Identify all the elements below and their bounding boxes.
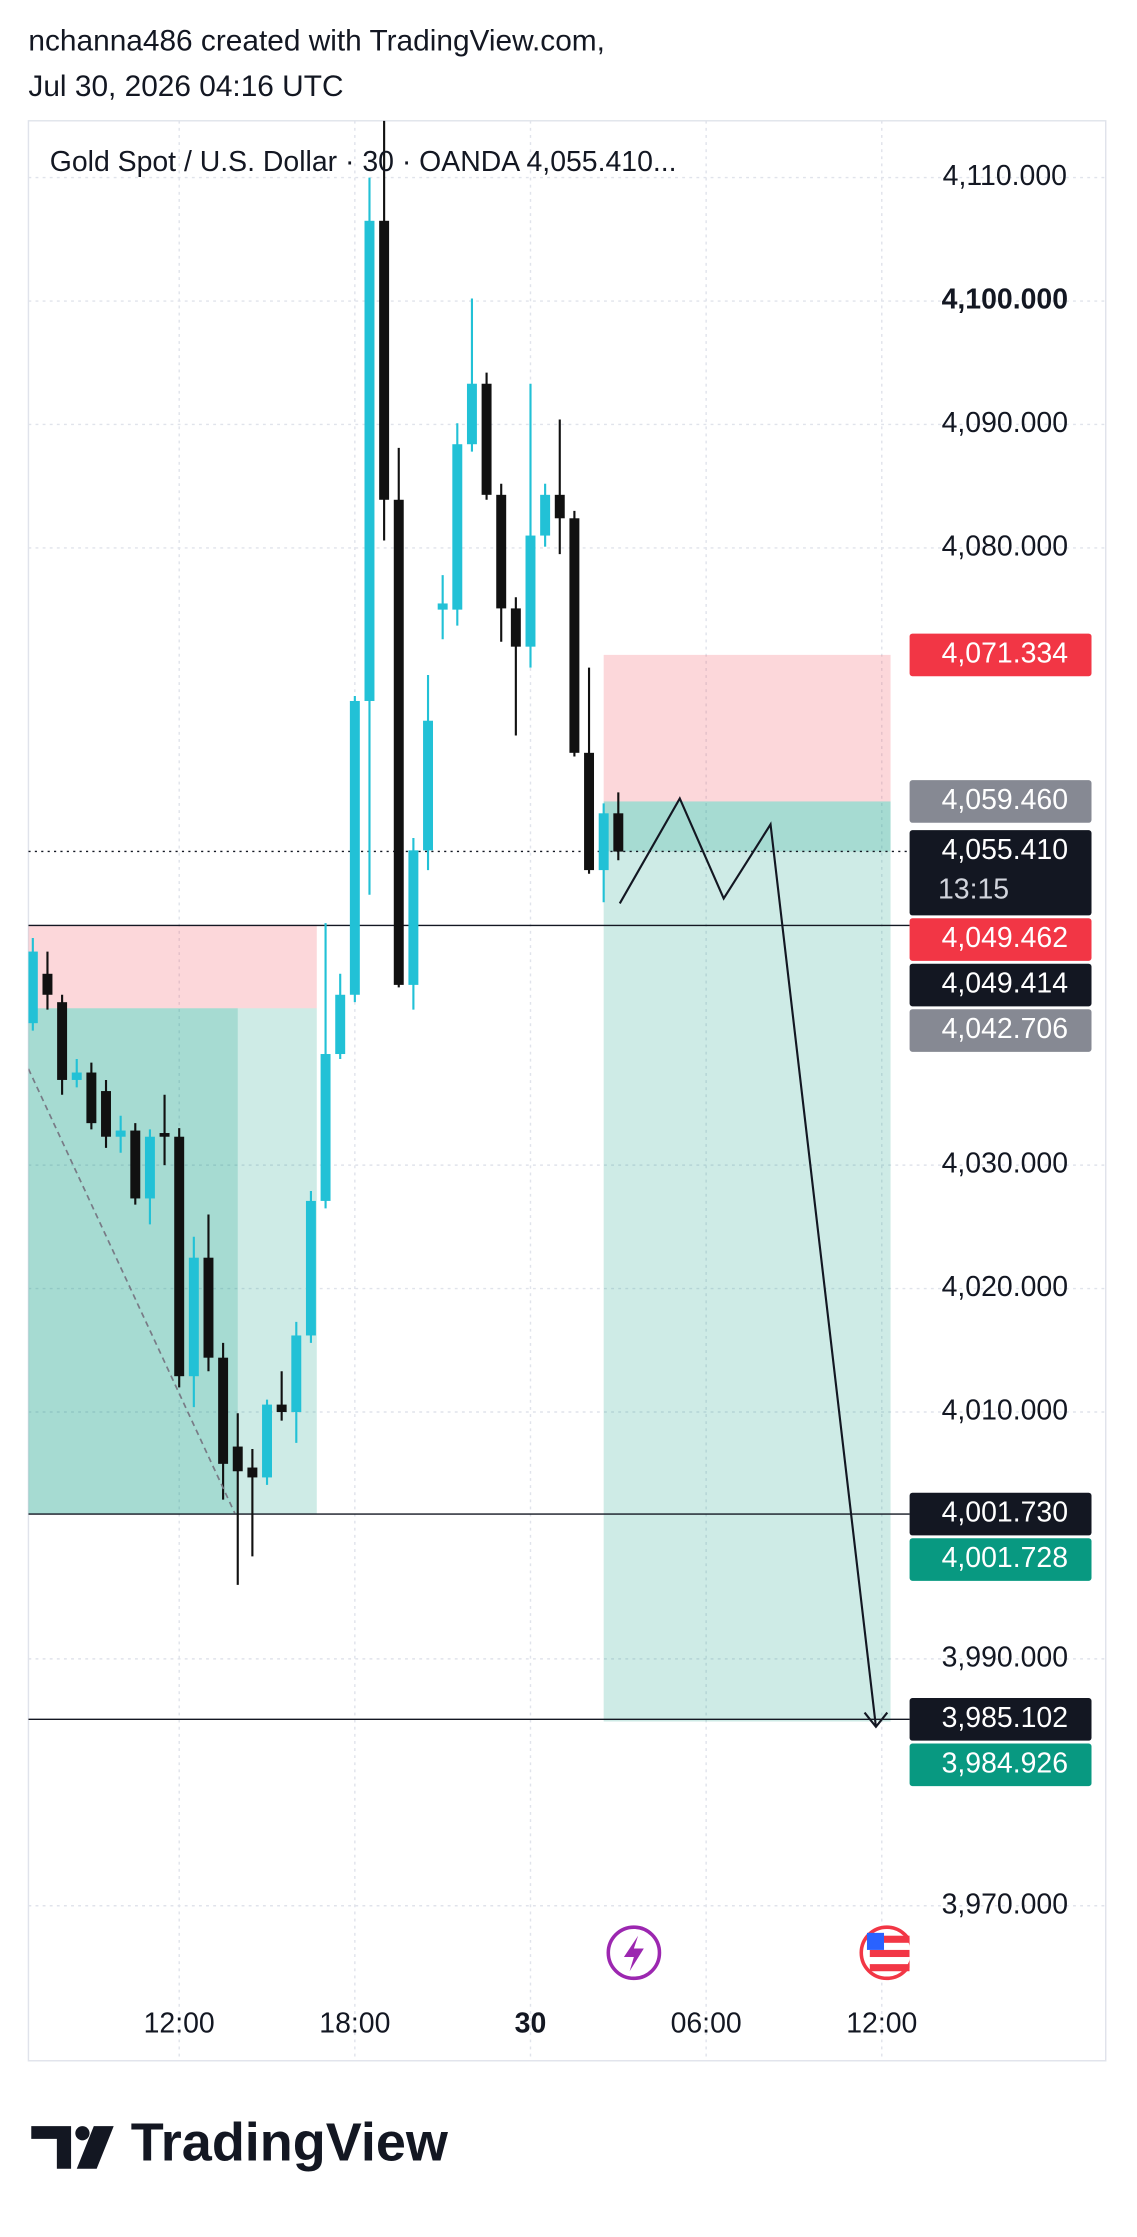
candle-body xyxy=(349,700,360,995)
y-tick-label: 4,110.000 xyxy=(943,160,1067,192)
arrow-head xyxy=(863,1711,889,1729)
event-icon[interactable] xyxy=(606,1925,662,1981)
dashed-line xyxy=(28,1068,236,1514)
candle-body xyxy=(71,1072,82,1080)
y-tick-label: 4,020.000 xyxy=(942,1271,1068,1303)
candle-body xyxy=(218,1357,229,1464)
price-label-box xyxy=(909,1698,1092,1741)
price-label-box xyxy=(909,1492,1092,1536)
price-label: 3,984.926 xyxy=(942,1747,1068,1779)
x-tick-label: 12:00 xyxy=(144,2008,215,2040)
y-tick-label: 4,030.000 xyxy=(942,1148,1068,1180)
y-tick-label: 4,080.000 xyxy=(942,530,1068,562)
price-label-box xyxy=(909,830,1092,916)
candle-body xyxy=(408,850,419,985)
candle-body xyxy=(496,494,507,609)
candle-body xyxy=(320,1054,331,1201)
candle-body xyxy=(305,1200,316,1336)
candle-body xyxy=(569,518,580,753)
header-line: nchanna486 created with TradingView.com, xyxy=(28,25,605,58)
candle-body xyxy=(584,752,595,871)
y-tick-label: 4,090.000 xyxy=(942,407,1068,439)
logo-text: TradingView xyxy=(131,2112,449,2172)
candle-body xyxy=(466,383,477,445)
y-tick-label: 3,990.000 xyxy=(942,1641,1068,1673)
stop-zone xyxy=(603,654,891,802)
stop-zone xyxy=(28,924,317,1009)
candle-body xyxy=(437,603,448,610)
candle-body xyxy=(247,1467,258,1478)
candle-body xyxy=(203,1257,214,1358)
header-line: Jul 30, 2026 04:16 UTC xyxy=(28,70,343,103)
candle-body xyxy=(130,1130,141,1199)
price-label-box xyxy=(909,633,1092,677)
price-label-box xyxy=(909,1538,1092,1581)
price-label: 4,055.410 xyxy=(942,834,1068,866)
candle-body xyxy=(262,1404,272,1478)
price-label: 3,985.102 xyxy=(942,1702,1068,1734)
candle-body xyxy=(28,951,38,1024)
price-label-countdown: 13:15 xyxy=(938,874,1009,906)
candle-body xyxy=(101,1091,111,1137)
candle-body xyxy=(291,1335,302,1413)
x-tick-label: 12:00 xyxy=(846,2008,917,2040)
candle-body xyxy=(232,1446,243,1472)
candle-body xyxy=(481,383,492,495)
candle-body xyxy=(510,608,521,647)
y-tick-label: 4,100.000 xyxy=(942,284,1068,316)
price-label-box xyxy=(909,1009,1092,1052)
candle-body xyxy=(276,1404,287,1413)
price-label: 4,001.730 xyxy=(942,1497,1068,1529)
price-label-box xyxy=(909,780,1092,823)
candle-body xyxy=(423,720,434,851)
price-label: 4,042.706 xyxy=(942,1013,1068,1045)
candle-body xyxy=(393,499,404,985)
price-label: 4,001.728 xyxy=(942,1542,1068,1574)
candle-body xyxy=(554,494,565,519)
candle-body xyxy=(86,1072,97,1124)
candle-body xyxy=(540,494,551,536)
x-tick-label: 18:00 xyxy=(319,2008,390,2040)
flag-icon[interactable] xyxy=(859,1925,912,1981)
candle-body xyxy=(57,1002,68,1080)
price-label-box xyxy=(909,963,1092,1007)
candle-body xyxy=(188,1257,199,1377)
candle-body xyxy=(159,1133,170,1137)
realized-zone xyxy=(603,801,891,852)
price-label: 4,059.460 xyxy=(942,784,1068,816)
price-label: 4,049.462 xyxy=(942,922,1068,954)
candle-body xyxy=(525,535,536,647)
projection-line xyxy=(618,796,877,1727)
candle-body xyxy=(452,444,463,610)
realized-zone xyxy=(28,1008,238,1515)
chart-frame xyxy=(27,120,1107,2062)
price-label: 4,049.414 xyxy=(942,968,1068,1000)
candle-body xyxy=(613,813,624,852)
candle-body xyxy=(144,1136,155,1199)
candle-body xyxy=(174,1136,185,1377)
candle-body xyxy=(598,813,609,871)
candle-body xyxy=(364,220,375,701)
candle-body xyxy=(42,973,53,995)
logo-mark xyxy=(31,2126,114,2169)
price-label: 4,071.334 xyxy=(942,637,1068,669)
target-zone xyxy=(603,801,891,1722)
y-tick-label: 3,970.000 xyxy=(942,1888,1068,1920)
x-tick-label: 06:00 xyxy=(671,2008,742,2040)
chart-title: Gold Spot / U.S. Dollar · 30 · OANDA 4,0… xyxy=(50,146,677,178)
candle-body xyxy=(335,994,346,1055)
x-tick-label: 30 xyxy=(515,2008,547,2040)
price-label-box xyxy=(909,1743,1092,1787)
candle-body xyxy=(115,1130,126,1137)
y-tick-label: 4,010.000 xyxy=(942,1395,1068,1427)
candle-body xyxy=(379,220,390,500)
price-label-box xyxy=(909,918,1092,961)
